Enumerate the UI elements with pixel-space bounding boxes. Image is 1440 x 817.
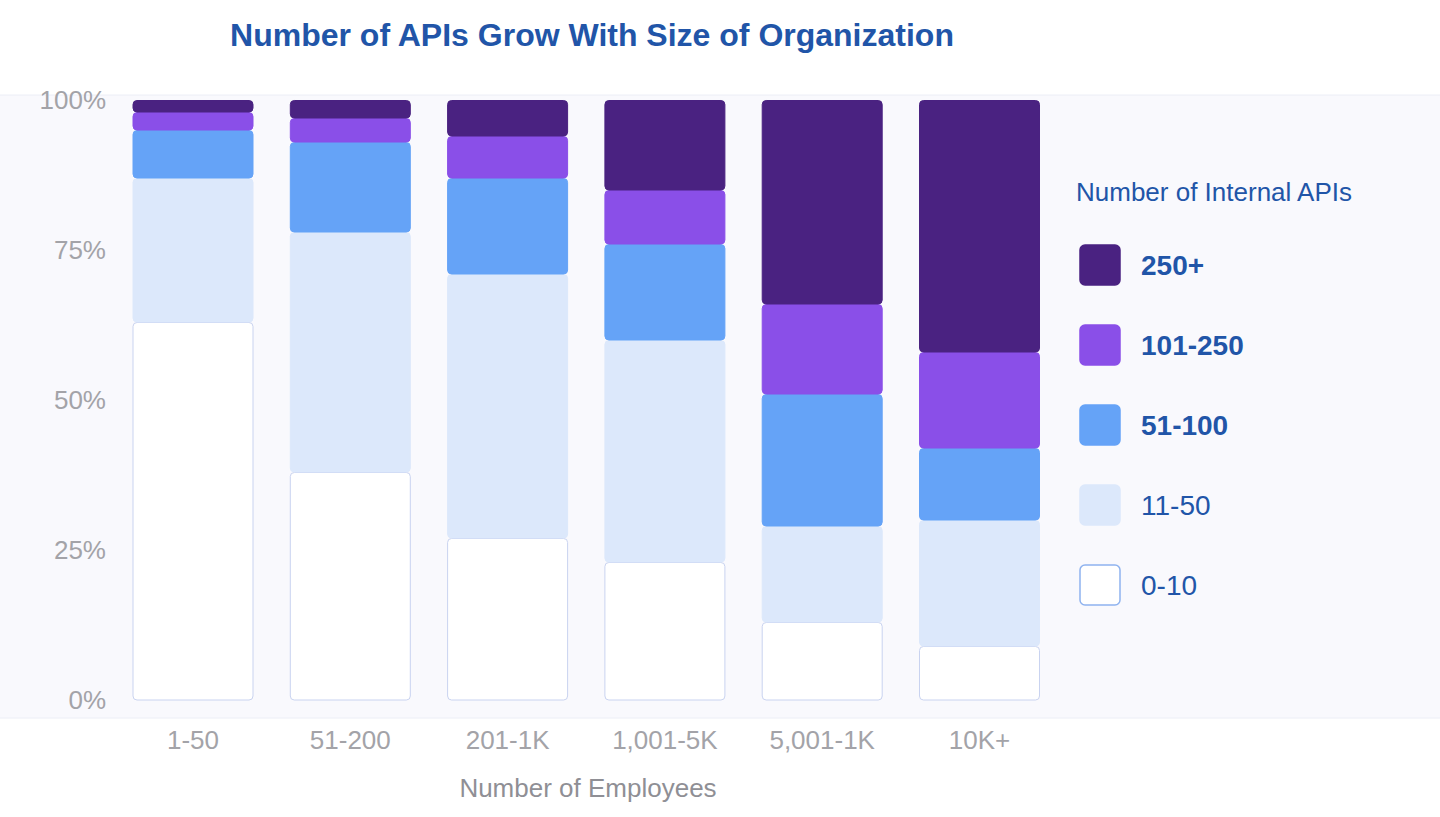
legend-label: 51-100	[1141, 410, 1228, 441]
legend-label: 101-250	[1141, 330, 1244, 361]
bar-segment	[762, 527, 882, 623]
bar-segment	[762, 305, 882, 395]
legend-swatch	[1080, 485, 1120, 525]
bar-segment	[133, 101, 253, 113]
bar-segment	[133, 113, 253, 131]
bar-segment	[133, 131, 253, 179]
title: Number of APIs Grow With Size of Organiz…	[230, 17, 954, 53]
bar-segment	[920, 449, 1040, 521]
bar-segment	[133, 179, 253, 323]
x-tick-label: 1-50	[167, 725, 219, 755]
y-tick	[112, 250, 116, 251]
bar-segment	[762, 395, 882, 527]
x-tick-label: 10K+	[949, 725, 1010, 755]
panel-edge	[0, 95, 1440, 96]
bar-segment	[605, 563, 725, 701]
bars	[133, 101, 1040, 701]
x-tick-label: 51-200	[310, 725, 391, 755]
chart-root: Number of APIs Grow With Size of Organiz…	[0, 0, 1440, 817]
legend-label: 250+	[1141, 250, 1204, 281]
y-tick	[112, 100, 116, 101]
bar-segment	[920, 647, 1040, 701]
bar-segment	[762, 101, 882, 305]
panel-edge	[0, 718, 1440, 719]
bar-segment	[448, 179, 568, 275]
x-tick-label: 201-1K	[466, 725, 550, 755]
bar-segment	[448, 275, 568, 539]
legend-title: Number of Internal APIs	[1076, 177, 1352, 207]
legend-swatch	[1080, 565, 1120, 605]
bar-segment	[605, 245, 725, 341]
bar-segment	[290, 143, 410, 233]
x-axis-label: Number of Employees	[459, 773, 716, 803]
bar-segment	[920, 101, 1040, 353]
plot-background	[0, 95, 1440, 718]
x-tick-label: 5,001-1K	[769, 725, 875, 755]
bar-segment	[762, 623, 882, 701]
bar-segment	[448, 101, 568, 137]
y-tick	[112, 700, 116, 701]
y-tick-label: 50%	[54, 385, 106, 415]
bar-segment	[290, 233, 410, 473]
legend-label: 0-10	[1141, 570, 1197, 601]
legend-swatch	[1080, 405, 1120, 445]
bar-segment	[448, 137, 568, 179]
bar-segment	[605, 191, 725, 245]
legend-swatch	[1080, 245, 1120, 285]
bar-segment	[133, 323, 253, 701]
bar-segment	[290, 101, 410, 119]
legend-swatch	[1080, 325, 1120, 365]
bar-segment	[448, 539, 568, 701]
y-tick-label: 25%	[54, 535, 106, 565]
bar-segment	[290, 473, 410, 701]
x-tick-label: 1,001-5K	[612, 725, 718, 755]
bar-segment	[920, 521, 1040, 647]
y-tick	[112, 550, 116, 551]
y-tick-label: 100%	[40, 85, 107, 115]
bar-segment	[605, 101, 725, 191]
y-tick	[112, 400, 116, 401]
bar-segment	[290, 119, 410, 143]
y-tick-label: 0%	[68, 685, 106, 715]
bar-segment	[920, 353, 1040, 449]
legend-label: 11-50	[1141, 490, 1211, 521]
bar-segment	[605, 341, 725, 563]
chart: Number of APIs Grow With Size of Organiz…	[0, 0, 1440, 817]
y-tick-label: 75%	[54, 235, 106, 265]
